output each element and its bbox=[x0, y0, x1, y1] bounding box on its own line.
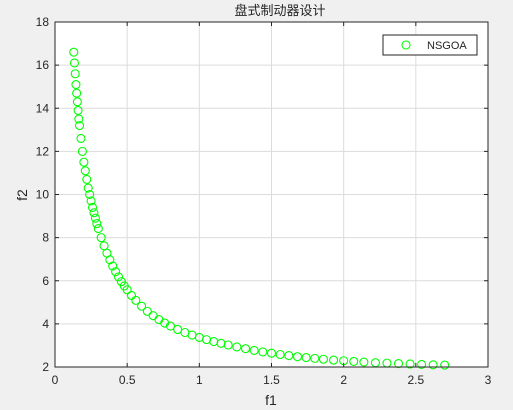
data-point bbox=[89, 208, 99, 218]
data-point bbox=[69, 58, 80, 68]
data-point bbox=[232, 342, 242, 352]
axis-ticks bbox=[54, 21, 489, 368]
data-point bbox=[85, 189, 95, 200]
data-point bbox=[77, 146, 87, 156]
x-tick-label: 2.5 bbox=[407, 373, 424, 387]
x-tick-label: 0.5 bbox=[119, 373, 136, 387]
data-point bbox=[405, 359, 415, 369]
data-point bbox=[266, 348, 277, 358]
data-point bbox=[93, 224, 103, 234]
data-point bbox=[87, 202, 98, 212]
y-tick-label: 16 bbox=[36, 58, 50, 72]
grid bbox=[55, 22, 488, 367]
data-point bbox=[275, 349, 285, 360]
data-point bbox=[73, 105, 83, 115]
legend-box bbox=[382, 34, 478, 56]
data-point bbox=[165, 321, 176, 331]
data-point bbox=[80, 166, 90, 176]
x-axis-label: f1 bbox=[265, 392, 277, 408]
data-point bbox=[428, 360, 438, 370]
data-point bbox=[292, 352, 303, 362]
data-point bbox=[72, 88, 82, 98]
data-points bbox=[69, 47, 450, 370]
y-tick-label: 10 bbox=[36, 188, 50, 202]
data-point bbox=[223, 340, 233, 350]
data-point bbox=[90, 213, 100, 223]
tick-labels: 0 0.5 1 1.5 2 2.5 3 2 4 6 8 10 12 14 16 18 bbox=[36, 15, 492, 387]
data-point bbox=[70, 69, 80, 79]
data-point bbox=[76, 133, 86, 143]
data-point bbox=[284, 351, 294, 361]
data-point bbox=[393, 358, 404, 369]
data-point bbox=[122, 285, 132, 295]
chart-title: 盘式制动器设计 bbox=[234, 3, 325, 19]
data-point bbox=[258, 347, 268, 357]
legend-entry-nsgoa: NSGOA bbox=[427, 40, 467, 52]
data-point bbox=[318, 354, 329, 364]
data-point bbox=[108, 261, 118, 271]
data-point bbox=[240, 344, 251, 354]
y-tick-label: 6 bbox=[42, 274, 49, 288]
data-point bbox=[74, 114, 84, 124]
legend-marker-icon bbox=[401, 40, 411, 50]
data-point bbox=[137, 301, 147, 311]
data-point bbox=[71, 79, 81, 90]
data-point bbox=[113, 272, 124, 282]
x-tick-label: 2 bbox=[340, 373, 347, 387]
data-point bbox=[86, 196, 96, 206]
y-tick-label: 8 bbox=[42, 231, 49, 245]
data-point bbox=[440, 360, 450, 370]
data-point bbox=[82, 174, 92, 184]
x-tick-label: 0 bbox=[52, 373, 59, 387]
data-point bbox=[310, 353, 320, 363]
y-tick-label: 12 bbox=[36, 144, 50, 158]
y-tick-label: 2 bbox=[42, 360, 49, 374]
data-point bbox=[79, 157, 89, 167]
data-point bbox=[74, 120, 85, 131]
data-point bbox=[131, 295, 141, 305]
data-point bbox=[359, 357, 369, 367]
y-tick-label: 14 bbox=[36, 101, 50, 115]
legend: NSGOA bbox=[382, 34, 478, 56]
x-tick-label: 1.5 bbox=[263, 373, 280, 387]
data-point bbox=[69, 47, 79, 57]
data-point bbox=[329, 355, 339, 365]
data-point bbox=[92, 219, 102, 229]
x-tick-label: 3 bbox=[485, 373, 492, 387]
y-tick-label: 4 bbox=[42, 317, 49, 331]
data-point bbox=[249, 345, 259, 355]
y-axis-label: f2 bbox=[14, 189, 30, 201]
data-point bbox=[111, 267, 121, 277]
data-point bbox=[301, 352, 311, 363]
data-point bbox=[417, 359, 427, 369]
data-point bbox=[83, 183, 93, 193]
y-tick-label: 18 bbox=[36, 15, 50, 29]
data-point bbox=[96, 233, 106, 243]
data-point bbox=[142, 306, 152, 316]
data-point bbox=[349, 356, 359, 366]
data-point bbox=[160, 318, 170, 328]
x-tick-label: 1 bbox=[196, 373, 203, 387]
data-point bbox=[72, 97, 82, 107]
